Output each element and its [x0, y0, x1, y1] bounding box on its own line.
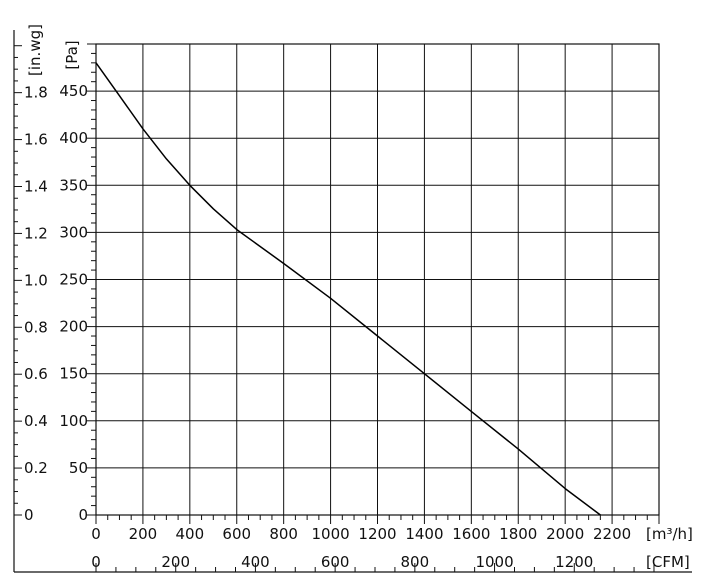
- axes: [13, 30, 692, 573]
- in-wg-unit-label: [in.wg]: [26, 24, 44, 76]
- y-tick-label: 150: [59, 365, 88, 383]
- y-tick-label: 200: [59, 318, 88, 336]
- in-wg-tick-label: 0.6: [24, 365, 48, 383]
- cfm-unit-label: [CFM]: [646, 553, 690, 571]
- y-tick-label: 400: [59, 129, 88, 147]
- grid: [96, 44, 659, 515]
- x-tick-label: 2200: [593, 525, 631, 543]
- series-group: [95, 62, 601, 516]
- cfm-tick-label: 1000: [475, 553, 513, 571]
- cfm-tick-label: 200: [161, 553, 190, 571]
- in-wg-tick-label: 0.8: [24, 318, 48, 336]
- labels: 0 200 400 600 800 1000 1200 1400 1600 1800 2000 220…: [24, 24, 693, 571]
- y-tick-label: 0: [78, 506, 88, 524]
- x-tick-label: 200: [129, 525, 158, 543]
- y-tick-label: 300: [59, 223, 88, 241]
- x-tick-label: 1000: [311, 525, 349, 543]
- in-wg-tick-label: 1.0: [24, 271, 48, 289]
- y-tick-label: 100: [59, 412, 88, 430]
- x-tick-label: 800: [269, 525, 298, 543]
- cfm-tick-label: 1200: [555, 553, 593, 571]
- x-tick-label: 2000: [546, 525, 584, 543]
- series-line-0: [95, 62, 601, 516]
- x-tick-label: 1600: [452, 525, 490, 543]
- y-tick-label: 50: [69, 459, 88, 477]
- y-tick-label: 250: [59, 271, 88, 289]
- pa-unit-label: [Pa]: [63, 40, 81, 69]
- x-tick-label: 600: [222, 525, 251, 543]
- x-tick-label: 0: [91, 525, 101, 543]
- in-wg-tick-label: 0.2: [24, 459, 48, 477]
- in-wg-tick-label: 1.4: [24, 178, 48, 196]
- cfm-tick-label: 600: [321, 553, 350, 571]
- in-wg-tick-label: 0.4: [24, 412, 48, 430]
- cfm-tick-label: 400: [241, 553, 270, 571]
- m3h-unit-label: [m³/h]: [646, 525, 693, 543]
- x-tick-label: 400: [176, 525, 205, 543]
- x-tick-label: 1400: [405, 525, 443, 543]
- in-wg-tick-label: 1.8: [24, 84, 48, 102]
- in-wg-tick-label: 1.2: [24, 224, 48, 242]
- y-tick-label: 350: [59, 176, 88, 194]
- cfm-tick-label: 0: [91, 553, 101, 571]
- x-tick-label: 1200: [358, 525, 396, 543]
- in-wg-tick-label: 0: [24, 506, 34, 524]
- cfm-tick-label: 800: [401, 553, 430, 571]
- x-tick-label: 1800: [499, 525, 537, 543]
- y-tick-label: 450: [59, 82, 88, 100]
- in-wg-tick-label: 1.6: [24, 131, 48, 149]
